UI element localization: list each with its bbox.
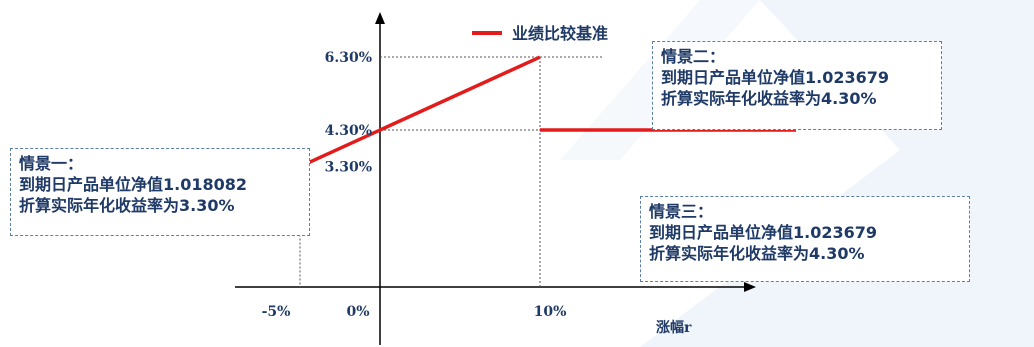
scenario-1-nav: 到期日产品单位净值1.018082 (19, 175, 248, 194)
scenario-2-yield: 折算实际年化收益率为4.30% (661, 89, 877, 108)
benchmark-segment-1 (299, 55, 541, 169)
scenario-2-nav: 到期日产品单位净值1.023679 (661, 68, 890, 87)
scenario-2-title: 情景二： (661, 47, 726, 66)
scenario-3-yield: 折算实际年化收益率为4.30% (649, 244, 865, 263)
scenario-1-yield: 折算实际年化收益率为3.30% (19, 196, 235, 215)
x-axis-label: 涨幅r (656, 319, 692, 336)
y-tick-label-2: 3.30% (325, 160, 372, 176)
x-tick-label-1: 0% (346, 304, 369, 320)
x-tick-label-2: 10% (534, 304, 567, 320)
scenario-1-title: 情景一： (19, 154, 84, 173)
scenario-3-title: 情景三： (649, 202, 714, 221)
scenario-3-nav: 到期日产品单位净值1.023679 (649, 223, 878, 242)
x-tick-label-0: -5% (262, 304, 291, 320)
x-axis-arrow (744, 282, 756, 292)
scenario-box-1: 情景一： 到期日产品单位净值1.018082 折算实际年化收益率为3.30% (10, 148, 310, 236)
y-axis-arrow (375, 12, 385, 24)
y-tick-label-1: 4.30% (325, 123, 372, 139)
legend-label: 业绩比较基准 (512, 24, 608, 43)
y-tick-label-0: 6.30% (325, 50, 372, 66)
scenario-box-3: 情景三： 到期日产品单位净值1.023679 折算实际年化收益率为4.30% (640, 196, 970, 282)
scenario-box-2: 情景二： 到期日产品单位净值1.023679 折算实际年化收益率为4.30% (652, 41, 942, 130)
